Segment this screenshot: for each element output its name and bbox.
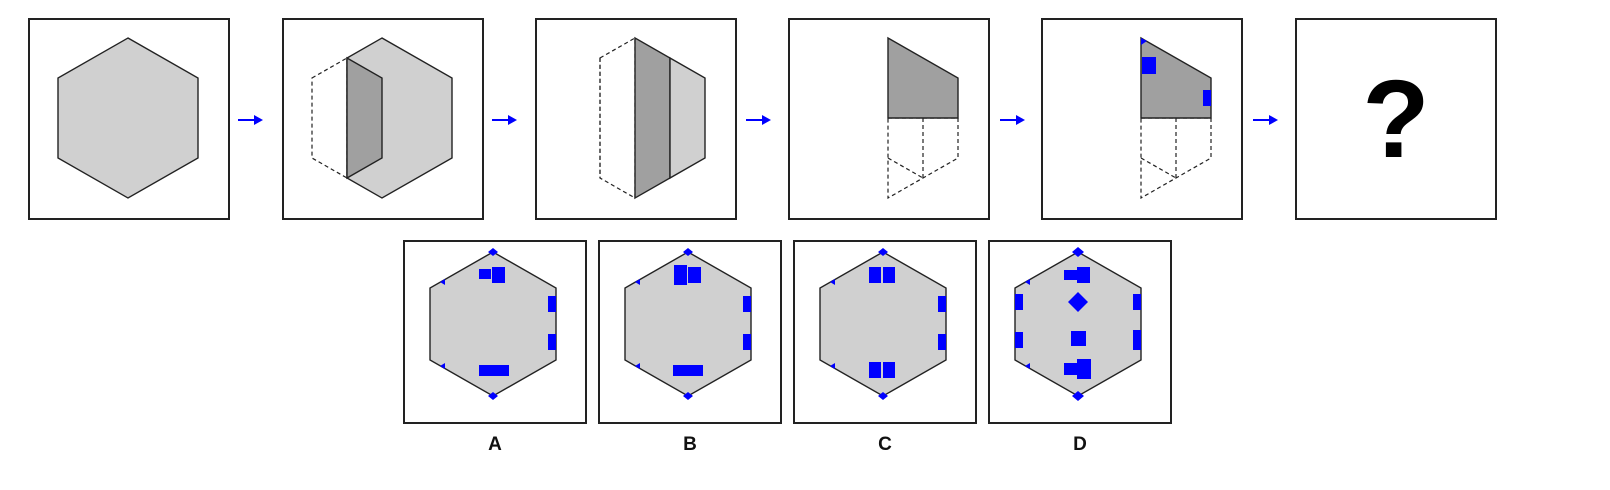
option-d-label: D — [1073, 434, 1087, 455]
option-d-figure — [1014, 247, 1142, 401]
option-b-label: B — [683, 434, 697, 455]
option-a-label: A — [488, 434, 502, 455]
arrow-right-icon — [746, 115, 771, 125]
step-2-panel — [282, 18, 484, 220]
option-c-label: C — [878, 434, 892, 455]
option-a[interactable] — [403, 240, 587, 424]
corner-notch-marker — [1141, 38, 1147, 45]
option-c[interactable] — [793, 240, 977, 424]
fold-left-figure — [311, 37, 453, 199]
step-1-panel — [28, 18, 230, 220]
arrow-right-icon — [492, 115, 517, 125]
option-d[interactable] — [988, 240, 1172, 424]
punched-figure — [1140, 36, 1212, 200]
option-b-figure — [624, 248, 752, 400]
option-c-figure — [819, 248, 947, 400]
question-mark: ? — [1362, 57, 1430, 181]
fold-twice-figure — [599, 36, 706, 200]
edge-notch-marker — [1203, 90, 1211, 106]
fold-down-figure — [887, 36, 959, 200]
answer-placeholder-panel: ? — [1295, 18, 1497, 220]
step-3-panel — [535, 18, 737, 220]
option-b[interactable] — [598, 240, 782, 424]
option-a-figure — [429, 248, 557, 400]
step-5-panel — [1041, 18, 1243, 220]
arrow-right-icon — [1253, 115, 1278, 125]
square-hole-marker — [1142, 57, 1156, 74]
step-4-panel — [788, 18, 990, 220]
arrow-right-icon — [1000, 115, 1025, 125]
arrow-right-icon — [238, 115, 263, 125]
hexagon-figure — [57, 37, 199, 199]
